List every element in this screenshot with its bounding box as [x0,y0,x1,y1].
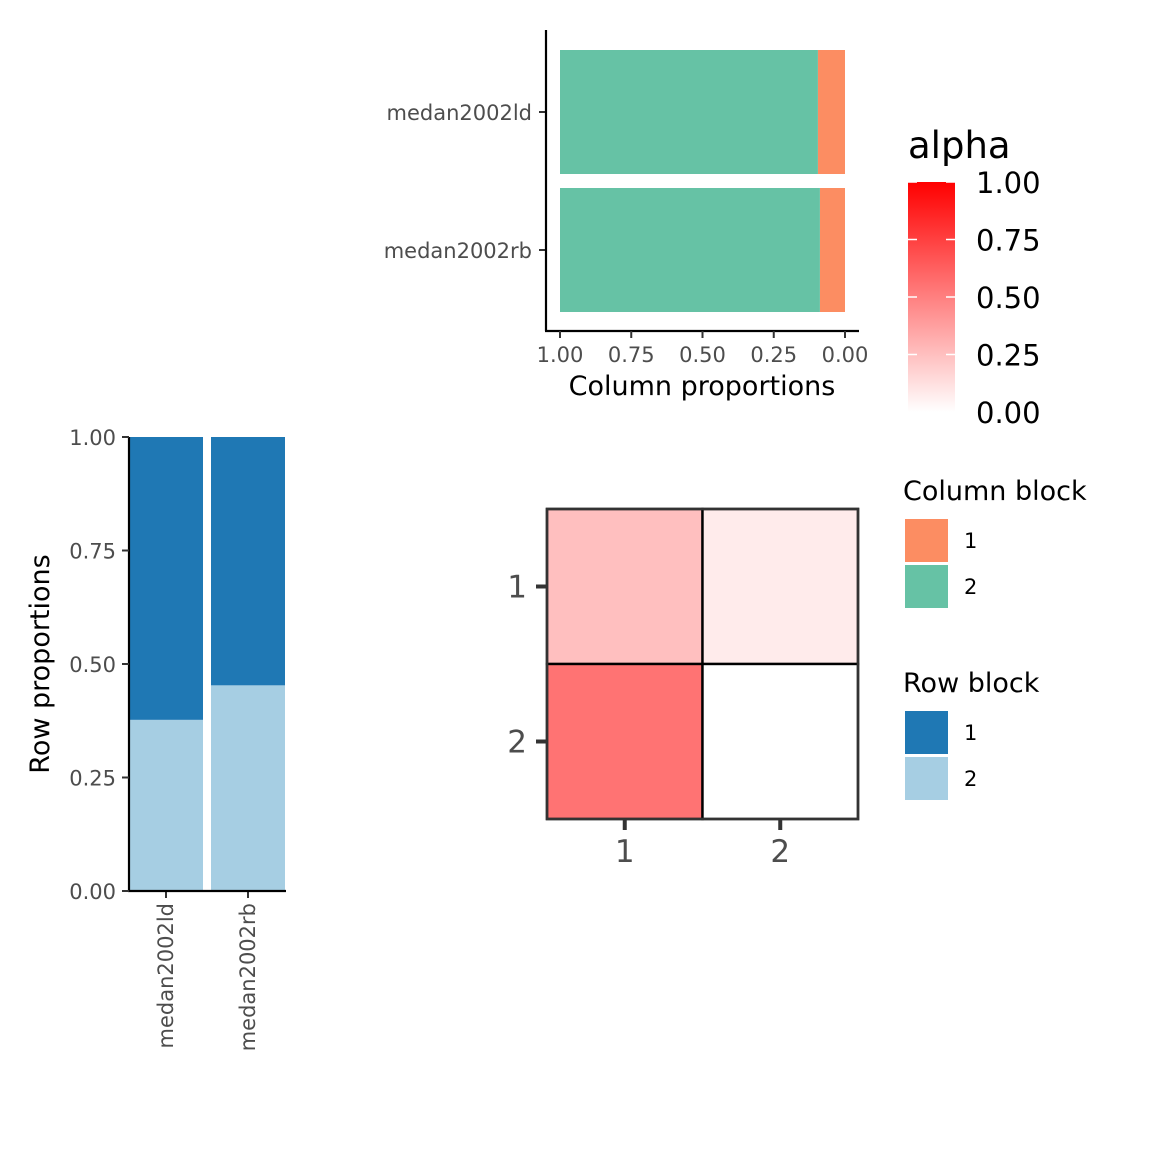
row-block-legend-title: Row block [903,668,1040,699]
column-block-legend-title: Column block [903,476,1087,507]
heatmap-cell-r1-c2 [701,507,860,666]
heatmap-xtick-label: 1 [615,834,635,870]
column-ytick-label: medan2002ld [387,101,533,125]
row-proportions-chart: medan2002ld medan2002rb 0.00 0.25 0.50 0.75 1.… [69,426,286,1051]
column_block-legend-label: 1 [964,529,977,553]
heatmap-ytick-label: 1 [507,570,527,606]
heatmap-cell-r2-c2 [701,662,860,821]
colorbar-tick-label: 0.00 [976,396,1041,430]
heatmap-cell-r1-c1 [545,507,704,666]
alpha-heatmap: 1 2 1 2 [507,507,860,870]
row-ytick-label: 0.00 [69,880,116,904]
alpha-colorbar: alpha 0.00 0.25 0.50 0.75 1.00 [908,124,1041,430]
column_block-legend-swatch-1 [905,519,948,562]
row-ytick-label: 0.50 [69,653,116,677]
column_block-legend-swatch-2 [905,565,948,608]
column-xtick-label: 0.50 [679,343,726,367]
heatmap-border [545,507,860,821]
column-bar-medan2002rb-block-2 [560,188,820,312]
column-xtick-label: 0.75 [608,343,655,367]
row_block-legend-label: 1 [964,721,977,745]
row-bar-medan2002ld-block-2 [130,719,203,891]
row-ytick-label: 1.00 [69,426,116,450]
row_block-legend-swatch-1 [905,711,948,754]
row_block-legend-swatch-2 [905,757,948,800]
row-xtick-label: medan2002rb [236,903,260,1051]
column-block-legend: Column block 1 2 [903,476,1087,608]
colorbar-tick-label: 0.75 [976,224,1041,258]
column-ytick-label: medan2002rb [384,239,532,263]
heatmap-cell-r2-c1 [545,662,704,821]
row-bar-medan2002ld-block-1 [130,437,203,720]
row-ytick-label: 0.75 [69,540,116,564]
column-xtick-label: 1.00 [537,343,584,367]
row-bar-medan2002rb-block-2 [211,685,285,891]
column-proportions-chart: medan2002ld medan2002rb 1.00 0.75 0.50 0.25 0.… [384,30,869,367]
column-bar-medan2002rb-block-1 [819,188,845,312]
row-bar-medan2002rb-block-1 [211,437,285,686]
column-bar-medan2002ld-block-1 [817,50,845,174]
column-proportions-xlabel: Column proportions [569,371,836,402]
colorbar-tick-label: 1.00 [976,166,1041,200]
row-proportions-ylabel: Row proportions [25,554,56,773]
colorbar-tick-label: 0.50 [976,281,1041,315]
column-xtick-label: 0.00 [822,343,869,367]
row-ytick-label: 0.25 [69,767,116,791]
column_block-legend-label: 2 [964,575,977,599]
heatmap-xtick-label: 2 [770,834,790,870]
column-bar-medan2002ld-block-2 [560,50,818,174]
colorbar-title: alpha [908,124,1011,167]
row_block-legend-label: 2 [964,767,977,791]
row-block-legend: Row block 1 2 [903,668,1040,800]
colorbar-tick-label: 0.25 [976,339,1041,373]
heatmap-ytick-label: 2 [507,725,527,761]
row-xtick-label: medan2002ld [154,903,178,1049]
column-xtick-label: 0.25 [750,343,797,367]
